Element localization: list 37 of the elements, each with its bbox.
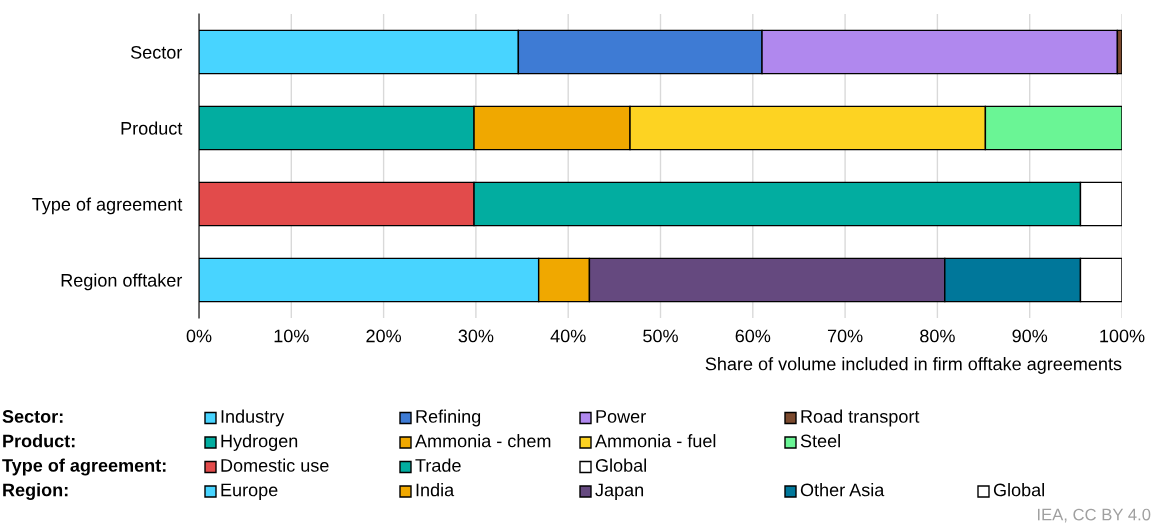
x-tick-label: 70% (827, 329, 863, 343)
x-tick-label: 40% (550, 329, 586, 343)
text: IEA, CC BY 4.0 (1037, 508, 1151, 523)
x-tick-label: 30% (458, 329, 494, 343)
legend-label: Trade (415, 458, 461, 472)
y-tick-label: Sector (130, 45, 183, 59)
legend-label: Global (595, 458, 646, 472)
text: Type of agreement: (2, 458, 166, 476)
legend-label: Domestic use (221, 458, 329, 472)
legend-label: Refining (416, 409, 481, 427)
legend-label: Other Asia (800, 483, 885, 497)
y-tick-label: Type of agreement (32, 197, 183, 215)
text: Sector: (2, 410, 63, 423)
x-tick-label: 20% (366, 329, 402, 343)
text: Product: (3, 434, 75, 448)
x-tick-label: 60% (735, 329, 771, 343)
legend-label: Steel (800, 434, 840, 448)
legend-label: Europe (221, 483, 278, 500)
x-tick-label: 100% (1100, 329, 1145, 343)
y-tick-label: Product (121, 121, 183, 135)
x-axis-title: Share of volume included in firm offtake agreements (705, 357, 1122, 374)
x-tick-label: 90% (1012, 329, 1048, 343)
text: Region: (3, 483, 68, 500)
legend-label: Ammonia - fuel (595, 434, 716, 448)
y-tick-label: Region offtaker (61, 273, 183, 291)
legend-label: Ammonia - chem (415, 434, 551, 448)
legend-label: Industry (221, 409, 285, 427)
legend-label: Road transport (801, 409, 920, 427)
x-tick-label: 10% (274, 329, 309, 343)
x-tick-label: 80% (920, 329, 955, 343)
legend-label: Power (596, 410, 646, 423)
legend-label: Hydrogen (221, 434, 298, 451)
legend-label: Global (993, 483, 1044, 497)
legend-label: India (416, 483, 455, 497)
legend-label: Japan (595, 483, 644, 500)
x-tick-label: 50% (643, 329, 678, 343)
x-tick-label: 0% (186, 329, 212, 343)
